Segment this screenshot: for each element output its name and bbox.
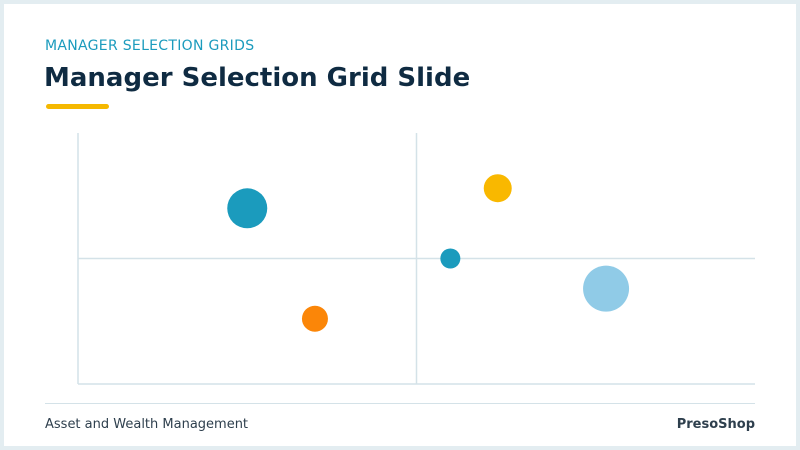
- slide-title: Manager Selection Grid Slide: [44, 63, 471, 93]
- footer-company-label: Asset and Wealth Management: [45, 417, 249, 432]
- title-accent-bar: [46, 104, 109, 109]
- manager-bubble-5: [583, 265, 630, 312]
- slide-eyebrow: MANAGER SELECTION GRIDS: [45, 38, 255, 54]
- manager-bubble-1: [227, 188, 268, 229]
- manager-bubble-4: [440, 248, 461, 269]
- manager-bubble-3: [483, 174, 512, 203]
- footer-divider: [45, 403, 755, 404]
- manager-selection-grid-chart: [77, 133, 755, 385]
- footer-brand: PresoShop: [676, 417, 755, 432]
- slide: MANAGER SELECTION GRIDS Manager Selectio…: [4, 4, 796, 446]
- manager-bubble-2: [301, 305, 328, 332]
